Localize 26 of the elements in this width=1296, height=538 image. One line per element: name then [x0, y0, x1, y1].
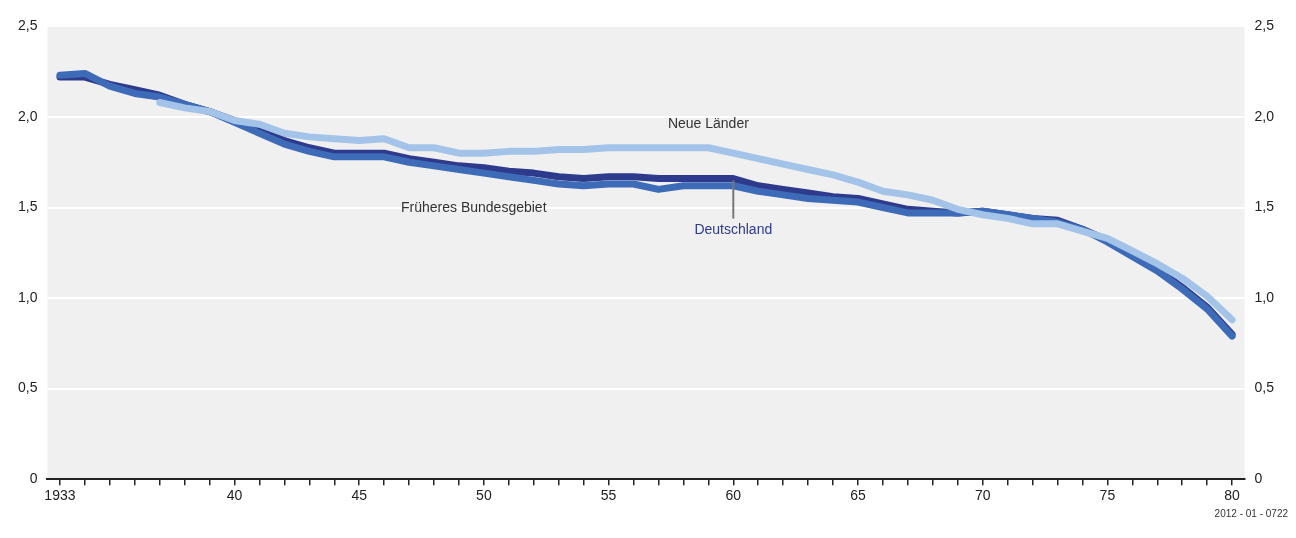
y-tick-label: 0	[29, 470, 38, 487]
x-tick-label: 70	[974, 487, 991, 504]
y2-tick-label: 1,0	[1254, 288, 1275, 305]
series-label: Neue Länder	[667, 114, 750, 131]
text: 2012 - 01 - 0722	[1213, 508, 1288, 519]
y-tick-label: 2,0	[17, 107, 38, 124]
y2-tick-label: 2,5	[1254, 17, 1275, 34]
text: Deutschland	[694, 221, 773, 238]
x-tick-label: 80	[1224, 487, 1241, 504]
x-tick-label: 40	[226, 487, 243, 504]
x-tick-label: 65	[850, 487, 866, 504]
y2-tick-label: 1,5	[1254, 198, 1275, 215]
y-tick-label: 0,5	[17, 379, 38, 396]
x-tick-label: 45	[351, 487, 368, 504]
x-tick-label: 55	[600, 487, 617, 504]
y-tick-label: 1,0	[17, 288, 38, 305]
series-label: Früheres Bundesgebiet	[401, 199, 547, 216]
x-tick-label: 75	[1099, 487, 1116, 504]
x-tick-label: 60	[725, 487, 742, 504]
y2-tick-label: 0,5	[1254, 379, 1275, 396]
y-tick-label: 2,5	[17, 17, 38, 34]
x-tick-label: 1933	[44, 487, 76, 504]
y2-tick-label: 2,0	[1254, 107, 1275, 124]
x-tick-label: 50	[476, 487, 492, 504]
y-tick-label: 1,5	[17, 198, 38, 215]
y2-tick-label: 0	[1254, 470, 1263, 487]
